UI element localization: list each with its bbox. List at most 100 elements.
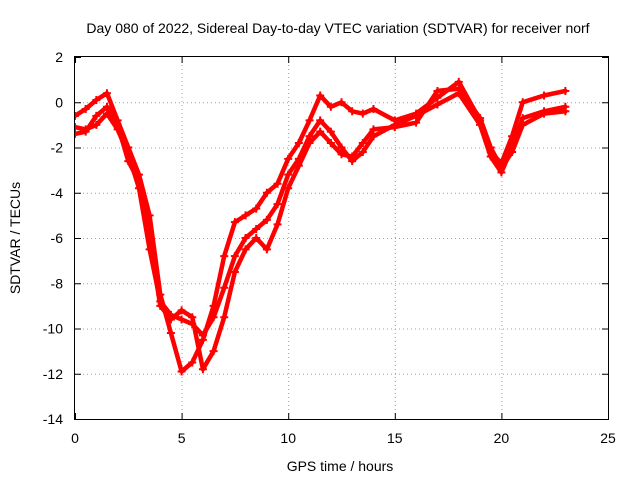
data-point	[326, 138, 335, 147]
data-point	[337, 143, 346, 152]
data-point	[348, 107, 357, 116]
data-point	[305, 138, 314, 147]
x-tick-label: 5	[178, 430, 186, 446]
data-point	[102, 102, 111, 111]
data-point	[369, 125, 378, 134]
data-point	[188, 358, 197, 367]
data-point	[177, 306, 186, 315]
data-point	[294, 138, 303, 147]
data-point	[241, 245, 250, 254]
data-point	[561, 107, 570, 116]
chart-title: Day 080 of 2022, Sidereal Day-to-day VTE…	[86, 20, 589, 36]
grid-lines	[75, 57, 608, 419]
data-point	[113, 120, 122, 129]
data-point	[305, 132, 314, 141]
data-point	[134, 177, 143, 186]
data-point	[230, 267, 239, 276]
data-point	[145, 234, 154, 242]
data-point	[209, 347, 218, 356]
x-tick-label: 0	[71, 430, 79, 446]
y-tick-label: -10	[43, 321, 63, 337]
y-tick-label: -12	[43, 366, 63, 382]
data-point	[252, 204, 261, 213]
data-point	[177, 367, 186, 376]
data-point	[326, 102, 335, 111]
data-point	[273, 200, 282, 209]
y-axis-label: SDTVAR / TECUs	[7, 182, 23, 294]
data-point	[92, 120, 101, 129]
data-point	[198, 365, 207, 374]
data-point	[124, 157, 133, 166]
data-point	[81, 105, 90, 114]
data-point	[220, 313, 229, 322]
data-point	[156, 301, 165, 310]
y-tick-labels: -14 -12 -10 -8 -6 -4 -2 0 2	[43, 49, 63, 427]
data-point	[369, 105, 378, 114]
data-point	[540, 91, 549, 100]
data-point	[476, 114, 485, 123]
tick-marks	[75, 57, 609, 420]
data-point	[92, 111, 101, 120]
data-point	[358, 109, 367, 118]
data-point	[252, 234, 261, 242]
data-point	[358, 138, 367, 147]
x-tick-label: 20	[494, 430, 510, 446]
data-point	[508, 148, 517, 157]
series-layer	[75, 77, 570, 376]
data-point	[188, 313, 197, 322]
data-point	[540, 109, 549, 118]
y-tick-label: -8	[51, 275, 64, 291]
data-point	[518, 120, 527, 129]
x-tick-label: 10	[280, 430, 296, 446]
data-point	[337, 98, 346, 107]
y-tick-label: -2	[51, 140, 64, 156]
data-point	[102, 89, 111, 98]
data-point	[75, 123, 79, 132]
data-point	[241, 211, 250, 220]
y-tick-label: 0	[55, 94, 63, 110]
data-point	[433, 100, 442, 109]
data-point	[337, 150, 346, 159]
data-point	[273, 179, 282, 188]
series-line	[75, 86, 568, 372]
data-point	[358, 148, 367, 157]
y-tick-label: -4	[51, 185, 64, 201]
data-point	[75, 129, 79, 138]
data-point	[230, 252, 239, 261]
data-point	[220, 252, 229, 261]
data-point	[209, 313, 218, 322]
data-point	[262, 188, 271, 197]
data-point	[262, 245, 271, 254]
data-point	[230, 218, 239, 227]
data-point	[305, 116, 314, 125]
data-point	[518, 98, 527, 107]
data-point	[454, 84, 463, 93]
y-tick-label: 2	[55, 49, 63, 65]
data-point	[92, 95, 101, 104]
data-point	[166, 329, 175, 338]
data-point	[497, 163, 506, 172]
data-point	[284, 184, 293, 193]
x-tick-labels: 0 5 10 15 20 25	[71, 430, 616, 446]
data-point	[166, 315, 175, 324]
plot-frame	[74, 56, 609, 420]
data-point	[220, 283, 229, 292]
series-track-c	[75, 84, 570, 374]
data-point	[284, 154, 293, 163]
data-point	[518, 114, 527, 123]
data-point	[316, 127, 325, 136]
data-point	[198, 331, 207, 340]
data-point	[241, 234, 250, 242]
x-tick-label: 15	[387, 430, 403, 446]
data-point	[433, 86, 442, 95]
data-point	[390, 123, 399, 132]
data-point	[316, 91, 325, 100]
data-point	[486, 143, 495, 152]
data-point	[316, 116, 325, 125]
x-axis-label: GPS time / hours	[287, 458, 394, 474]
data-point	[81, 127, 90, 136]
data-point	[326, 127, 335, 136]
data-point	[294, 161, 303, 170]
